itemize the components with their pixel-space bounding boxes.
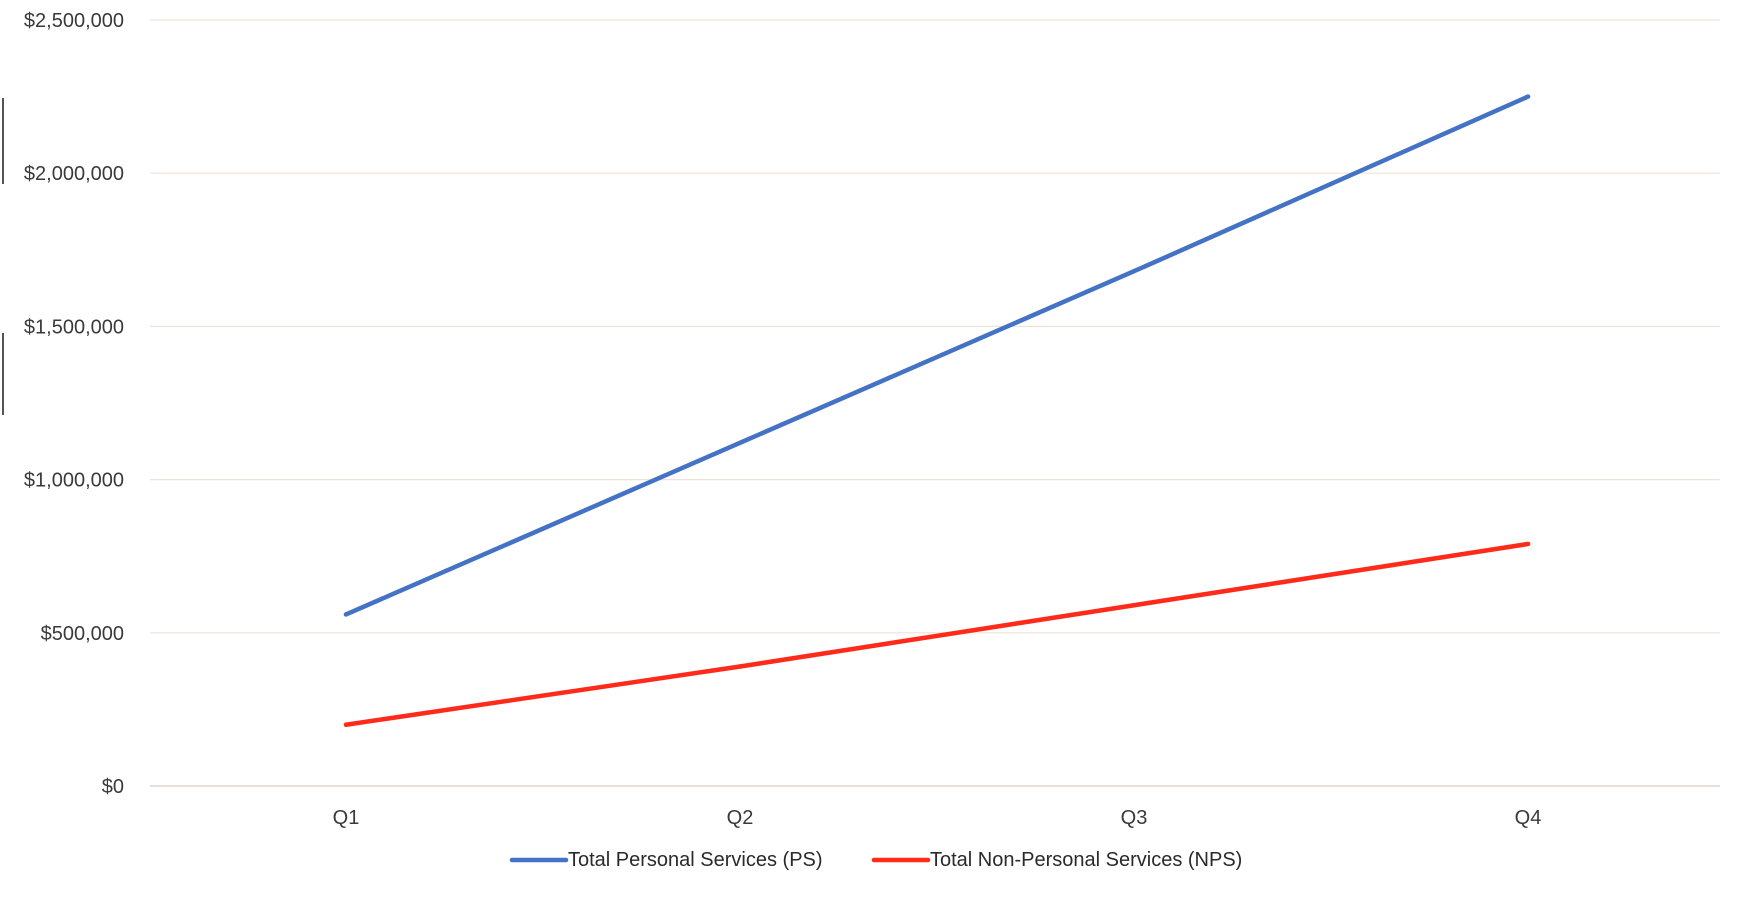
x-axis-tick-labels: Q1 Q2 Q3 Q4 [333,807,1542,829]
data-point [1525,94,1531,99]
legend: Total Personal Services (PS) Total Non-Pe… [509,849,1242,871]
x-tick-label: Q2 [727,807,754,829]
data-point [737,440,743,446]
data-point [737,664,743,669]
series-line-0 [343,94,1531,617]
y-tick-label: $0 [102,776,124,798]
y-tick-label: $2,000,000 [24,163,124,185]
legend-label-1: Total Non-Personal Services (NPS) [930,849,1242,871]
series-line-1 [343,541,1531,727]
data-point [343,612,349,617]
y-tick-label: $1,000,000 [24,470,124,492]
x-tick-label: Q1 [333,807,360,829]
data-point [343,722,349,727]
series-lines [343,94,1531,727]
data-point [1131,603,1137,608]
y-tick-label: $500,000 [41,623,124,645]
y-tick-label: $2,500,000 [24,10,124,32]
y-axis-tick-labels: $0 $500,000 $1,000,000 $1,500,000 $2,000,000… [24,10,124,798]
data-point [1525,541,1531,547]
x-tick-label: Q3 [1121,807,1148,829]
data-point [1131,269,1137,274]
gridlines [150,19,1720,787]
legend-label-0: Total Personal Services (PS) [568,849,823,871]
y-tick-label: $1,500,000 [24,316,124,338]
x-tick-label: Q4 [1515,807,1542,829]
